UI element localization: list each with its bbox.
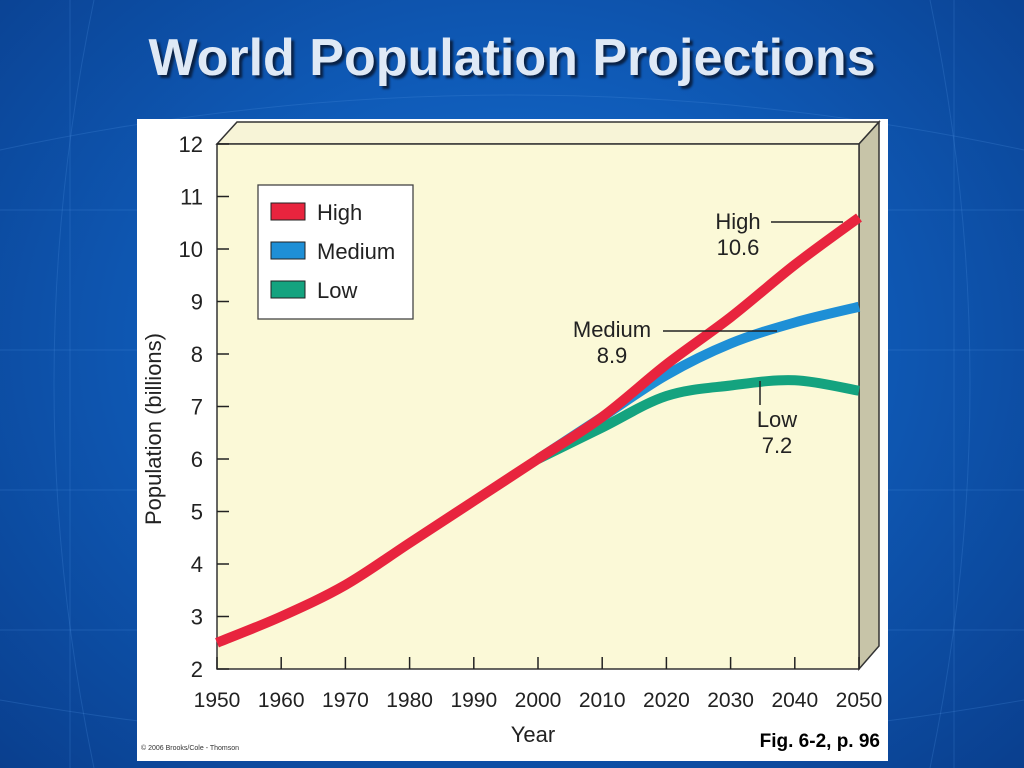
annotation-medium-label: Medium: [573, 317, 651, 342]
legend-label-low: Low: [317, 278, 357, 303]
x-tick-label: 2000: [515, 689, 562, 712]
x-axis: 1950 1960 1970 1980 1990 2000 2010 2020 2030 2040…: [194, 657, 883, 712]
y-tick-label: 10: [179, 237, 203, 262]
y-tick-label: 11: [180, 185, 203, 210]
y-tick-label: 8: [191, 342, 203, 367]
legend-label-high: High: [317, 200, 362, 225]
legend: High Medium Low: [257, 184, 414, 320]
annotation-high-value: 10.6: [717, 235, 760, 260]
x-tick-label: 1980: [386, 689, 433, 712]
x-tick-label: 2020: [643, 689, 690, 712]
legend-swatch-medium: [270, 241, 306, 260]
population-chart: 2 3 4 5 6 7 8 9 10 11 12 1950 1960 1970 1980 1990 2000 2…: [141, 120, 883, 747]
x-tick-label: 2010: [579, 689, 626, 712]
copyright-note: © 2006 Brooks/Cole - Thomson: [141, 745, 240, 752]
y-tick-label: 6: [191, 447, 203, 472]
x-tick-label: 2030: [707, 689, 754, 712]
annotation-medium-value: 8.9: [597, 343, 628, 368]
annotation-low-label: Low: [757, 407, 797, 432]
x-tick-label: 1960: [258, 689, 305, 712]
x-tick-label: 1950: [194, 689, 241, 712]
legend-swatch-high: [270, 202, 306, 221]
y-tick-label: 2: [191, 657, 203, 682]
annotation-high-label: High: [715, 209, 760, 234]
y-tick-label: 7: [191, 395, 203, 420]
series-line-high: [215, 213, 862, 648]
y-axis: 2 3 4 5 6 7 8 9 10 11 12: [179, 132, 229, 682]
figure-panel: 2 3 4 5 6 7 8 9 10 11 12 1950 1960 1970 1980 1990 2000 2…: [137, 119, 888, 761]
chart-side-face: [858, 120, 880, 672]
x-tick-label: 1970: [322, 689, 369, 712]
slide-title: World Population Projections: [148, 29, 876, 87]
legend-label-medium: Medium: [317, 239, 395, 264]
chart-top-face: [215, 121, 881, 145]
y-axis-label: Population (billions): [141, 333, 166, 525]
series-line-low: [535, 375, 860, 464]
y-tick-label: 12: [179, 132, 203, 157]
x-tick-label: 2050: [836, 689, 883, 712]
annotation-low-value: 7.2: [762, 433, 793, 458]
figure-reference: Fig. 6-2, p. 96: [759, 731, 880, 752]
x-tick-label: 2040: [771, 689, 818, 712]
y-tick-label: 5: [191, 500, 203, 525]
legend-swatch-low: [270, 280, 306, 299]
x-axis-label: Year: [511, 722, 555, 747]
y-tick-label: 4: [191, 552, 203, 577]
x-tick-label: 1990: [450, 689, 497, 712]
y-tick-label: 9: [191, 290, 203, 315]
series-lines: [215, 213, 862, 648]
y-tick-label: 3: [191, 605, 203, 630]
